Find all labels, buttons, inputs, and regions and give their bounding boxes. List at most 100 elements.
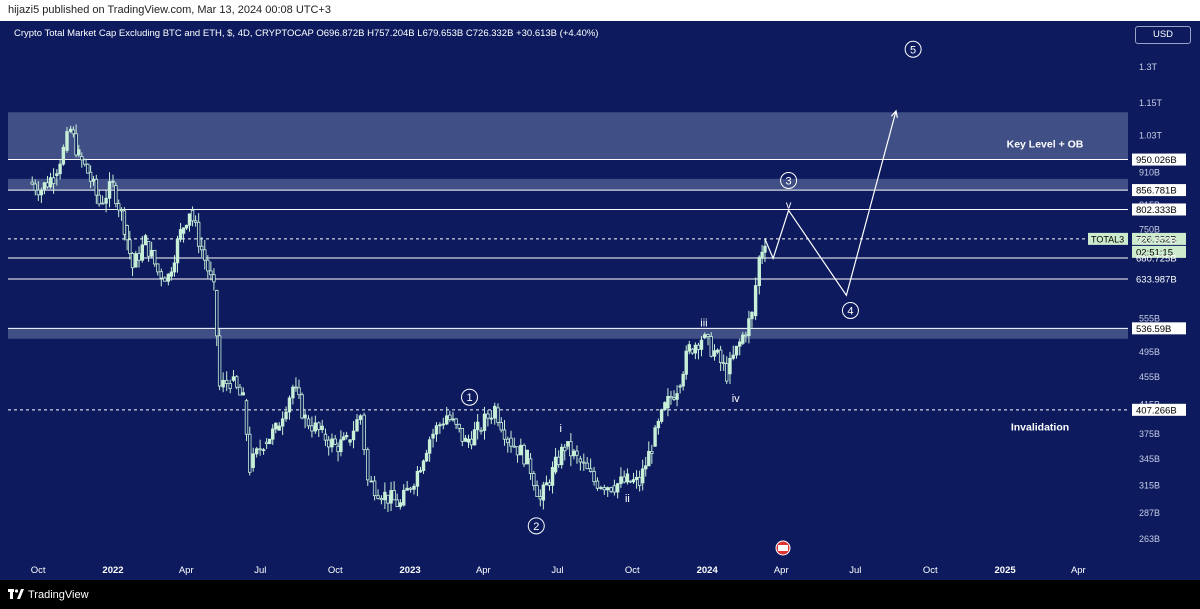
candle	[51, 168, 56, 194]
candle-body	[415, 470, 420, 487]
candle-body	[659, 409, 664, 422]
candle-body	[386, 494, 390, 504]
candle	[747, 310, 751, 344]
candle-body	[169, 271, 174, 277]
candle-body	[612, 485, 617, 493]
candle	[134, 250, 138, 268]
candle-body	[721, 362, 726, 365]
candle-body	[261, 449, 266, 452]
candle-body	[696, 344, 701, 350]
candle	[146, 241, 151, 262]
candle-body	[330, 438, 334, 448]
wave-circle-2	[527, 517, 545, 535]
candle	[637, 470, 642, 492]
candle	[111, 174, 115, 188]
candle	[757, 255, 761, 295]
currency-selector[interactable]: USD	[1135, 26, 1191, 44]
candle	[653, 425, 657, 447]
candle	[149, 241, 154, 258]
ohlc-open: O696.872B	[316, 28, 365, 39]
candle-body	[650, 450, 654, 454]
candle-body	[376, 495, 380, 499]
candle-body	[563, 446, 567, 452]
ohlc-low: L679.653B	[417, 28, 464, 39]
x-tick-11: Jul	[849, 565, 861, 576]
candle-body	[666, 396, 670, 409]
candle	[472, 421, 477, 446]
candle-body	[39, 190, 44, 196]
candle-body	[339, 439, 343, 453]
candle-body	[547, 482, 552, 486]
candle-body	[206, 259, 210, 272]
candle	[291, 384, 295, 405]
candle-body	[681, 373, 685, 387]
candle	[261, 447, 266, 455]
candle	[48, 172, 53, 189]
candle-body	[528, 458, 533, 474]
candle	[303, 408, 307, 429]
candle-body	[556, 456, 561, 466]
candle	[181, 227, 186, 243]
candle-body	[634, 476, 639, 480]
candle-body	[45, 182, 50, 188]
candle-body	[88, 171, 93, 182]
candle-body	[215, 290, 219, 337]
x-tick-1: 2022	[102, 565, 123, 576]
x-tick-2: Apr	[179, 565, 194, 576]
candle	[486, 410, 490, 427]
candle	[221, 372, 225, 393]
x-tick-13: 2025	[995, 565, 1017, 576]
y-tick-1: 1.15T	[1139, 98, 1163, 108]
candle-body	[351, 430, 356, 441]
candle	[556, 450, 561, 468]
candle	[320, 419, 324, 434]
zone-1	[8, 178, 1128, 191]
candle	[254, 446, 259, 458]
candle	[280, 411, 285, 435]
candle	[445, 407, 449, 426]
candle-body	[693, 344, 698, 354]
candle-body	[200, 245, 204, 251]
candle	[241, 387, 245, 396]
candle	[418, 466, 423, 473]
candle	[479, 427, 483, 435]
candle-body	[100, 202, 105, 205]
candle	[215, 289, 219, 347]
candle-body	[111, 180, 115, 183]
candle	[575, 445, 579, 464]
candle-body	[544, 482, 549, 486]
candle	[582, 453, 586, 471]
x-tick-7: Jul	[551, 565, 563, 576]
y-tick-2: 1.03T	[1139, 131, 1163, 141]
candles	[30, 124, 767, 512]
candle-body	[585, 462, 589, 470]
candle-body	[644, 465, 648, 470]
candle	[267, 438, 272, 445]
candle	[644, 456, 648, 477]
candle-body	[196, 221, 201, 247]
candle-body	[140, 244, 145, 261]
candle-body	[55, 173, 59, 176]
candle	[258, 439, 262, 456]
candle	[496, 403, 500, 427]
candle-body	[760, 251, 764, 259]
candle-body	[336, 445, 340, 453]
candle	[528, 453, 533, 480]
candle	[553, 448, 558, 475]
candle	[750, 310, 754, 328]
candle	[421, 459, 426, 474]
candle-body	[71, 129, 76, 135]
candle-body	[97, 194, 101, 205]
candle	[184, 224, 189, 230]
candle	[615, 482, 620, 499]
candle-body	[466, 438, 471, 443]
candle-body	[77, 149, 81, 156]
candle-body	[418, 470, 423, 473]
candle-body	[706, 334, 710, 337]
candle	[538, 489, 543, 507]
candle	[625, 468, 630, 485]
candle-body	[379, 498, 384, 501]
candle	[563, 444, 567, 461]
price-label-6: 680.725B	[1136, 254, 1177, 265]
